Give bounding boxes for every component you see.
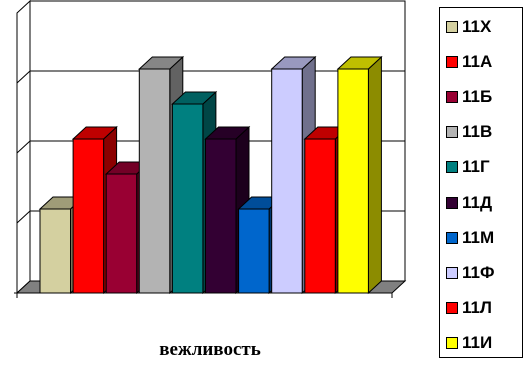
- gridline-side: [16, 210, 31, 224]
- gridline-side: [16, 140, 31, 154]
- legend-swatch: [446, 126, 458, 139]
- legend-item: 11М: [446, 228, 494, 248]
- bar: [105, 173, 138, 294]
- legend-label: 11Д: [462, 192, 493, 212]
- legend-item: 11А: [446, 52, 492, 72]
- legend-swatch: [446, 301, 458, 314]
- legend-label: 11И: [462, 332, 493, 352]
- legend: 11Х 11А 11Б 11В 11Г 11Д 11М 11Ф 11Л 11И: [439, 7, 523, 358]
- legend-label: 11Л: [462, 297, 492, 317]
- legend-label: 11Б: [462, 87, 493, 107]
- legend-swatch: [446, 266, 458, 279]
- legend-item: 11Г: [446, 157, 490, 177]
- bar: [72, 138, 105, 294]
- bar: [238, 208, 270, 294]
- legend-item: 11Д: [446, 193, 492, 213]
- legend-item: 11И: [446, 333, 492, 353]
- legend-item: 11Х: [446, 17, 491, 37]
- legend-swatch: [446, 56, 458, 69]
- legend-label: 11Х: [462, 17, 492, 36]
- bar: [205, 138, 237, 294]
- bar: [337, 68, 369, 294]
- legend-swatch: [446, 91, 458, 104]
- bar: [271, 68, 303, 294]
- legend-label: 11М: [462, 227, 495, 247]
- legend-swatch: [446, 196, 458, 209]
- legend-label: 11Г: [462, 157, 490, 177]
- legend-label: 11В: [462, 122, 493, 142]
- legend-swatch: [446, 336, 458, 349]
- legend-swatch: [446, 161, 458, 174]
- legend-label: 11А: [462, 52, 493, 72]
- bar: [304, 138, 336, 294]
- legend-item: 11Л: [446, 298, 492, 318]
- legend-swatch: [446, 21, 458, 33]
- legend-item: 11Б: [446, 87, 492, 107]
- bar: [39, 208, 71, 294]
- bar: [138, 68, 171, 294]
- legend-item: 11В: [446, 122, 492, 142]
- x-axis-label: вежливость: [159, 339, 261, 360]
- legend-swatch: [446, 231, 458, 244]
- gridline-side: [16, 70, 31, 84]
- legend-label: 11Ф: [462, 262, 495, 282]
- bar: [171, 103, 204, 294]
- bar-side: [367, 55, 382, 295]
- legend-item: 11Ф: [446, 263, 494, 283]
